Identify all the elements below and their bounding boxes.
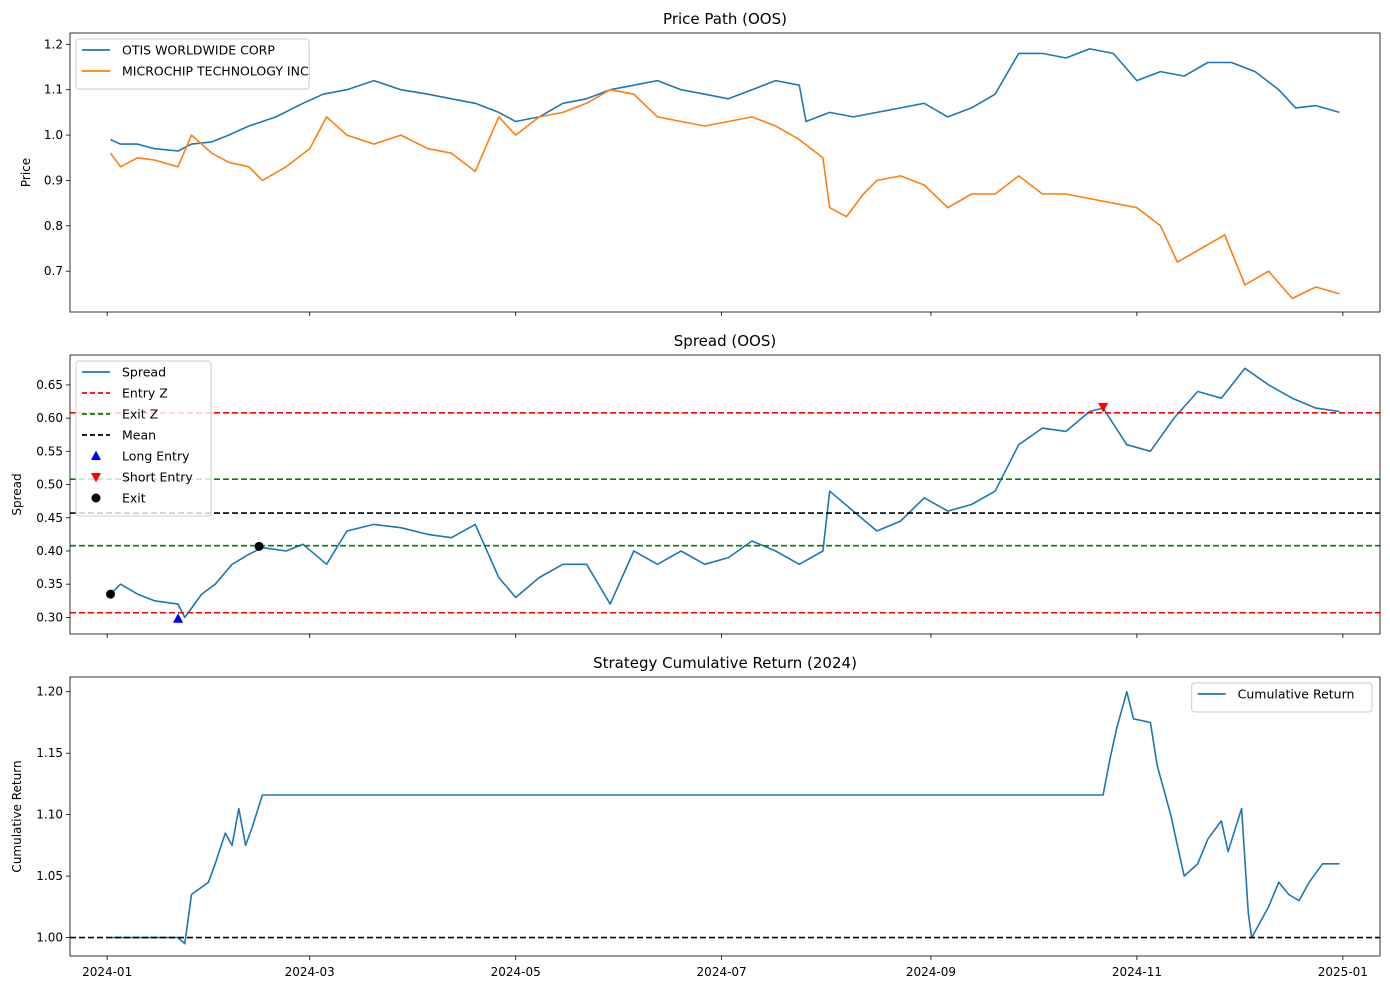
y-tick-label: 0.50 [36,478,63,492]
y-tick-label: 1.10 [36,808,63,822]
y-tick-label: 0.8 [44,219,63,233]
y-tick-label: 0.60 [36,411,63,425]
y-tick-label: 1.05 [36,869,63,883]
y-tick-label: 0.45 [36,511,63,525]
legend-label: Entry Z [122,386,168,401]
legend-label: Long Entry [122,449,190,464]
legend: Cumulative Return [1191,682,1373,713]
legend-label: Mean [122,428,156,443]
plot-area [70,690,1380,945]
x-tick-label: 2024-07 [697,965,747,979]
x-tick-label: 2024-01 [82,965,132,979]
y-tick-label: 1.20 [36,685,63,699]
legend: Spread Entry Z Exit Z Mean Long Entry Short E… [75,360,212,517]
x-tick-label: 2024-03 [285,965,335,979]
chart-title: Strategy Cumulative Return (2024) [593,654,857,672]
y-tick-label: 0.30 [36,610,63,624]
y-tick-label: 0.40 [36,544,63,558]
legend-label: OTIS WORLDWIDE CORP [122,43,275,58]
legend-swatch [91,473,101,483]
legend-label: Exit Z [122,407,158,422]
y-tick-label: 0.65 [36,378,63,392]
legend-label: Short Entry [122,470,193,485]
x-tick-label: 2024-05 [491,965,541,979]
chart-title: Price Path (OOS) [663,10,787,28]
y-tick-label: 1.0 [44,128,63,142]
series-line-otis-worldwide-corp [110,48,1340,152]
legend-swatch [91,493,101,503]
y-axis-label: Cumulative Return [10,760,24,872]
legend-label: Cumulative Return [1238,687,1355,702]
chart-panel-2: Spread (OOS) Spread 0.30 0.35 0.40 0.45 0.50 0.… [10,332,1381,638]
chart-title: Spread (OOS) [674,332,776,350]
y-tick-label: 1.15 [36,746,63,760]
y-axis-label: Spread [10,473,24,515]
legend-label: Spread [122,365,166,380]
series-line-spread [109,367,1340,619]
legend: OTIS WORLDWIDE CORP MICROCHIP TECHNOLOGY … [75,38,310,90]
y-tick-label: 0.7 [44,264,63,278]
marker-exit [106,589,116,599]
legend-box [75,38,310,90]
legend-label: MICROCHIP TECHNOLOGY INC [122,64,309,79]
axes-frame [69,676,1381,957]
y-axis-label: Price [19,158,33,187]
y-tick-label: 0.35 [36,577,63,591]
y-tick-label: 0.55 [36,444,63,458]
series-line-cumulative-return [110,690,1340,945]
legend-box [75,360,212,517]
series-line-microchip-technology-inc [109,88,1340,300]
legend-label: Exit [122,491,146,506]
y-tick-label: 0.9 [44,173,63,187]
plot-area [109,48,1340,300]
x-tick-label: 2024-11 [1112,965,1162,979]
marker-long-entry [173,613,184,623]
marker-exit [254,541,264,551]
x-tick-label: 2024-09 [906,965,956,979]
axes-frame [69,32,1381,313]
y-tick-label: 1.1 [44,83,63,97]
legend-box [1191,682,1373,713]
marker-short-entry [1098,402,1109,413]
x-tick-label: 2025-01 [1318,965,1368,979]
y-tick-label: 1.2 [44,37,63,51]
y-tick-label: 1.00 [36,931,63,945]
chart-panel-3: Strategy Cumulative Return (2024) Cumulat… [10,654,1381,979]
chart-panel-1: Price Path (OOS) Price 0.7 0.8 0.9 1.0 1.1 1.2 O… [19,10,1381,316]
plot-area [70,367,1380,623]
axes-frame [69,354,1381,635]
legend-swatch [91,450,101,460]
